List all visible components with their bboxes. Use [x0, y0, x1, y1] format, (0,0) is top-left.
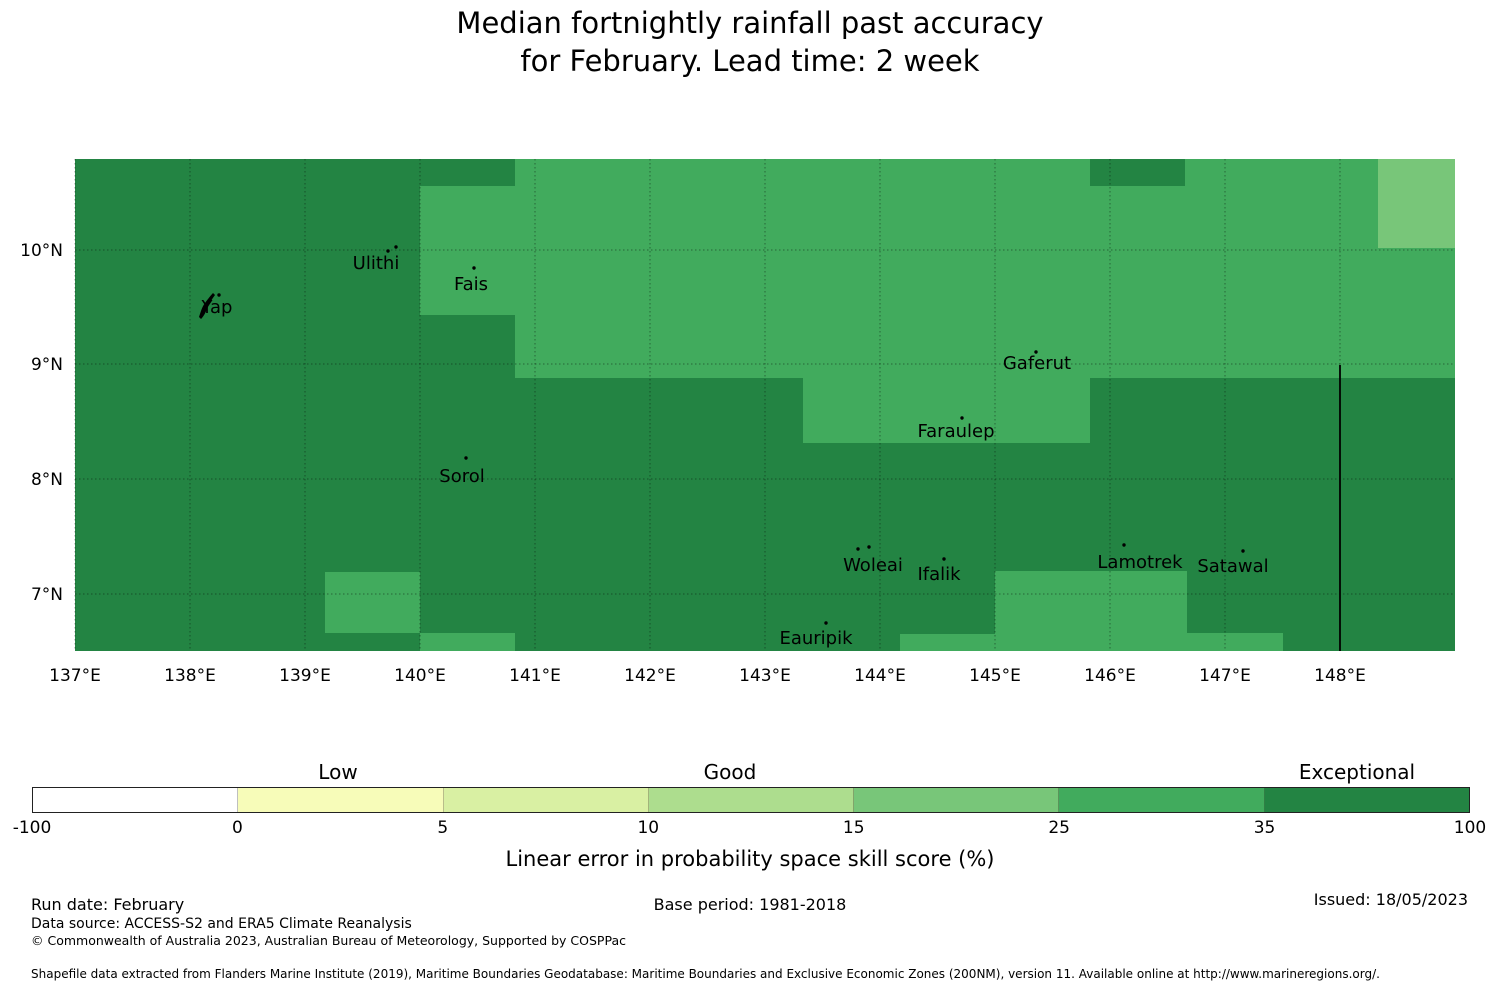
- copyright-text: © Commonwealth of Australia 2023, Austra…: [31, 933, 626, 948]
- colorbar-axis-label: Linear error in probability space skill …: [505, 847, 995, 871]
- map-cell-bin-25-35: [420, 633, 515, 651]
- island-dot-ifalik: [942, 557, 946, 561]
- colorbar-segment-3: [648, 788, 855, 812]
- colorbar-tick-label: 0: [232, 818, 243, 838]
- x-tick-label: 145°E: [969, 666, 1021, 686]
- chart-title: Median fortnightly rainfall past accurac…: [0, 4, 1500, 80]
- island-label-ulithi: Ulithi: [353, 253, 400, 274]
- colorbar-tick-label: 25: [1048, 818, 1070, 838]
- x-tick-label: 147°E: [1199, 666, 1251, 686]
- island-label-faraulep: Faraulep: [917, 421, 994, 442]
- colorbar-segment-0: [33, 788, 239, 812]
- island-label-gaferut: Gaferut: [1003, 353, 1071, 374]
- island-dot-fais: [472, 266, 476, 270]
- island-label-satawal: Satawal: [1197, 556, 1268, 577]
- x-tick-label: 144°E: [854, 666, 906, 686]
- x-tick-label: 142°E: [624, 666, 676, 686]
- island-label-yap: Yap: [201, 297, 233, 318]
- x-tick-label: 143°E: [739, 666, 791, 686]
- colorbar-tick-label: 10: [637, 818, 660, 838]
- island-dot-woleai: [856, 547, 860, 551]
- colorbar-segment-6: [1264, 788, 1469, 812]
- map-cell-bin-25-35: [900, 634, 995, 651]
- map-cell-bin-25-35: [995, 571, 1187, 651]
- colorbar-tick-label: 100: [1453, 818, 1487, 838]
- colorbar: [32, 787, 1470, 813]
- title-line-1: Median fortnightly rainfall past accurac…: [456, 6, 1044, 40]
- colorbar-tick-label: 35: [1253, 818, 1276, 838]
- x-tick-label: 141°E: [509, 666, 561, 686]
- island-label-lamotrek: Lamotrek: [1097, 552, 1183, 573]
- map-cell-bin-25-35: [803, 378, 1090, 443]
- island-dot-sorol: [464, 456, 468, 460]
- colorbar-segment-5: [1059, 788, 1265, 812]
- island-dot-woleai: [867, 545, 871, 549]
- title-line-2: for February. Lead time: 2 week: [520, 44, 980, 78]
- map-cell-bin-25-35: [515, 159, 1090, 378]
- map-cell-bin-25-35: [1185, 159, 1378, 186]
- colorbar-tick-label: 5: [437, 818, 449, 838]
- island-dot-lamotrek: [1122, 543, 1126, 547]
- colorbar-category-label-low: Low: [318, 760, 358, 784]
- shapefile-attribution-text: Shapefile data extracted from Flanders M…: [31, 967, 1380, 981]
- island-dot-ulithi: [394, 245, 398, 249]
- map-cell-bin-25-35: [325, 572, 420, 633]
- island-label-woleai: Woleai: [843, 555, 903, 576]
- issued-date-text: Issued: 18/05/2023: [1313, 890, 1468, 909]
- x-tick-label: 138°E: [164, 666, 216, 686]
- run-date-text: Run date: February: [31, 895, 185, 914]
- colorbar-category-label-good: Good: [703, 760, 757, 784]
- x-tick-label: 137°E: [49, 666, 101, 686]
- x-tick-label: 148°E: [1314, 666, 1366, 686]
- colorbar-tick-label: -100: [12, 818, 52, 838]
- island-dot-gaferut: [1034, 350, 1038, 354]
- y-tick-label: 9°N: [31, 355, 63, 375]
- island-label-eauripik: Eauripik: [779, 628, 853, 649]
- island-dot-eauripik: [824, 621, 828, 625]
- island-shape-yap: [199, 293, 215, 319]
- island-label-ifalik: Ifalik: [917, 564, 961, 585]
- colorbar-tick-label: 15: [842, 818, 865, 838]
- data-source-text: Data source: ACCESS-S2 and ERA5 Climate …: [31, 916, 412, 932]
- map-cell-bin-15-25: [1378, 159, 1455, 248]
- map-cell-bin-25-35: [1187, 633, 1283, 651]
- x-tick-label: 139°E: [279, 666, 331, 686]
- colorbar-category-label-exceptional: Exceptional: [1298, 760, 1416, 784]
- island-label-fais: Fais: [454, 274, 488, 295]
- colorbar-segment-4: [854, 788, 1060, 812]
- island-dot-satawal: [1241, 549, 1245, 553]
- colorbar-segment-1: [238, 788, 444, 812]
- x-tick-label: 146°E: [1084, 666, 1136, 686]
- island-dot-faraulep: [960, 416, 964, 420]
- island-label-sorol: Sorol: [439, 466, 484, 487]
- island-dot-ulithi: [386, 249, 390, 253]
- colorbar-segment-2: [443, 788, 649, 812]
- y-tick-label: 8°N: [31, 470, 63, 490]
- island-dot-yap: [217, 293, 221, 297]
- base-period-text: Base period: 1981-2018: [653, 895, 847, 914]
- y-tick-label: 7°N: [31, 585, 63, 605]
- y-tick-label: 10°N: [20, 241, 63, 261]
- x-tick-label: 140°E: [394, 666, 446, 686]
- map-cell-bin-25-35: [420, 186, 515, 315]
